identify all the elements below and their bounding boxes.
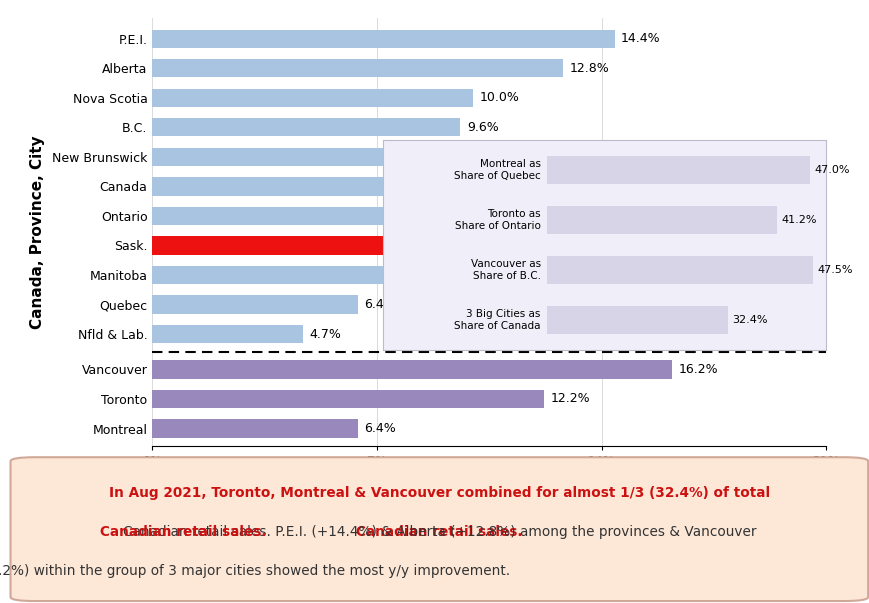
- Bar: [152, 89, 473, 107]
- Bar: [547, 206, 777, 234]
- Text: 7.5%: 7.5%: [399, 239, 431, 252]
- Text: 8.4%: 8.4%: [428, 180, 460, 193]
- Bar: [152, 236, 393, 254]
- Text: Canadian retail sales.: Canadian retail sales.: [355, 525, 522, 539]
- Bar: [152, 59, 562, 77]
- Text: 12.2%: 12.2%: [550, 393, 589, 405]
- Bar: [152, 266, 386, 284]
- Bar: [152, 148, 450, 166]
- Bar: [152, 295, 357, 314]
- Text: 47.5%: 47.5%: [816, 265, 852, 275]
- X-axis label: % Change Y/Y: % Change Y/Y: [430, 474, 547, 489]
- Bar: [547, 156, 809, 183]
- Text: 32.4%: 32.4%: [732, 315, 767, 325]
- Text: 7.3%: 7.3%: [393, 268, 424, 282]
- Bar: [152, 390, 543, 408]
- Text: 12.8%: 12.8%: [569, 62, 608, 75]
- Y-axis label: Canada, Province, City: Canada, Province, City: [30, 135, 45, 329]
- Text: 10.0%: 10.0%: [479, 91, 519, 104]
- Bar: [152, 325, 302, 343]
- Text: Montreal as
Share of Quebec: Montreal as Share of Quebec: [454, 159, 541, 181]
- Text: 6.4%: 6.4%: [364, 298, 395, 311]
- Text: 14.4%: 14.4%: [620, 32, 660, 45]
- Text: Toronto as
Share of Ontario: Toronto as Share of Ontario: [454, 209, 541, 231]
- Bar: [547, 306, 727, 334]
- Bar: [152, 177, 421, 195]
- Text: 16.2%: 16.2%: [678, 363, 718, 376]
- Text: 9.3%: 9.3%: [457, 150, 488, 163]
- Text: 6.4%: 6.4%: [364, 422, 395, 435]
- Bar: [547, 256, 812, 284]
- Text: 4.7%: 4.7%: [309, 327, 341, 341]
- Bar: [152, 207, 406, 225]
- Text: (+16.2%) within the group of 3 major cities showed the most y/y improvement.: (+16.2%) within the group of 3 major cit…: [0, 564, 509, 578]
- Text: Canadian retail sales.: Canadian retail sales.: [99, 525, 266, 539]
- Bar: [152, 118, 460, 136]
- Text: Vancouver as
Share of B.C.: Vancouver as Share of B.C.: [470, 259, 541, 281]
- Text: 47.0%: 47.0%: [813, 165, 849, 175]
- Text: 41.2%: 41.2%: [781, 215, 816, 225]
- FancyBboxPatch shape: [10, 457, 867, 601]
- Text: 7.9%: 7.9%: [412, 209, 444, 223]
- Text: 3 Big Cities as
Share of Canada: 3 Big Cities as Share of Canada: [454, 309, 541, 332]
- Bar: [152, 30, 614, 48]
- Bar: [152, 419, 357, 438]
- Bar: [152, 361, 672, 379]
- Text: Canadian retail sales. P.E.I. (+14.4%) & Alberta (+12.8%) among the provinces & : Canadian retail sales. P.E.I. (+14.4%) &…: [123, 525, 755, 539]
- Text: In Aug 2021, Toronto, Montreal & Vancouver combined for almost 1/3 (32.4%) of to: In Aug 2021, Toronto, Montreal & Vancouv…: [109, 486, 769, 500]
- Text: 9.6%: 9.6%: [467, 121, 498, 134]
